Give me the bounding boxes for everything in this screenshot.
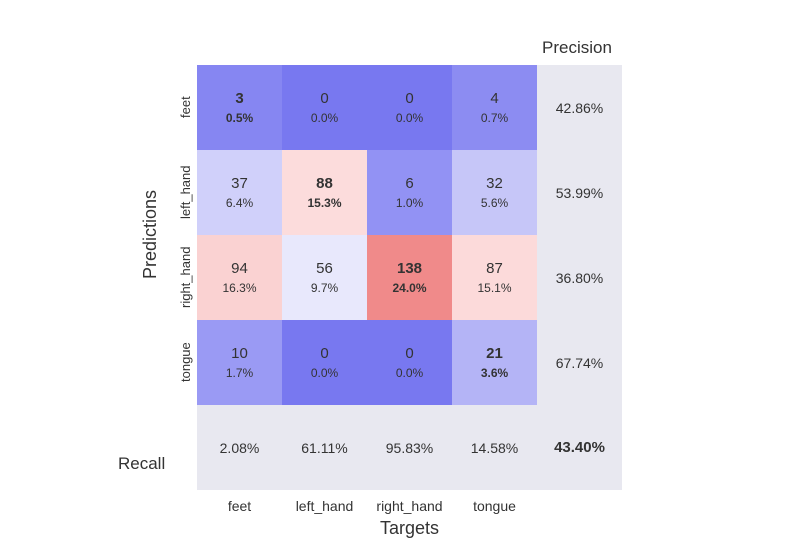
matrix-cell: 0 0.0% (282, 320, 367, 405)
recall-cell: 95.83% (367, 405, 452, 490)
recall-cell: 61.11% (282, 405, 367, 490)
cell-pct: 0.0% (311, 111, 338, 125)
cell-pct: 0.7% (481, 111, 508, 125)
cell-pct: 15.1% (477, 281, 511, 295)
cell-pct: 0.0% (311, 366, 338, 380)
matrix-cell: 87 15.1% (452, 235, 537, 320)
cell-count: 88 (316, 175, 333, 192)
accuracy-cell: 43.40% (537, 405, 622, 490)
precision-cell: 36.80% (537, 235, 622, 320)
cell-count: 32 (486, 175, 503, 192)
cell-pct: 24.0% (392, 281, 426, 295)
recall-cell: 14.58% (452, 405, 537, 490)
cell-count: 94 (231, 260, 248, 277)
col-label: left_hand (282, 498, 367, 514)
recall-title: Recall (118, 454, 165, 474)
x-axis-title: Targets (380, 518, 439, 539)
precision-cell: 67.74% (537, 320, 622, 405)
cell-pct: 0.5% (226, 111, 253, 125)
matrix-cell: 4 0.7% (452, 65, 537, 150)
cell-count: 6 (405, 175, 413, 192)
matrix-cell: 56 9.7% (282, 235, 367, 320)
precision-cell: 42.86% (537, 65, 622, 150)
cell-count: 3 (235, 90, 243, 107)
matrix-cell: 32 5.6% (452, 150, 537, 235)
precision-cell: 53.99% (537, 150, 622, 235)
col-label: right_hand (367, 498, 452, 514)
matrix-cell: 10 1.7% (197, 320, 282, 405)
matrix-cell: 138 24.0% (367, 235, 452, 320)
cell-count: 0 (405, 345, 413, 362)
matrix-cell: 88 15.3% (282, 150, 367, 235)
row-label: right_hand (178, 240, 193, 315)
matrix-cell: 0 0.0% (367, 65, 452, 150)
cell-pct: 0.0% (396, 366, 423, 380)
cell-pct: 9.7% (311, 281, 338, 295)
cell-count: 0 (320, 345, 328, 362)
col-label: tongue (452, 498, 537, 514)
matrix-cell: 6 1.0% (367, 150, 452, 235)
cell-pct: 5.6% (481, 196, 508, 210)
matrix-cell: 3 0.5% (197, 65, 282, 150)
matrix-cell: 94 16.3% (197, 235, 282, 320)
cell-count: 21 (486, 345, 503, 362)
matrix-cell: 37 6.4% (197, 150, 282, 235)
cell-pct: 16.3% (222, 281, 256, 295)
cell-count: 10 (231, 345, 248, 362)
cell-pct: 0.0% (396, 111, 423, 125)
cell-count: 87 (486, 260, 503, 277)
col-label: feet (197, 498, 282, 514)
cell-count: 0 (405, 90, 413, 107)
matrix-cell: 21 3.6% (452, 320, 537, 405)
row-label: feet (178, 70, 193, 145)
cell-pct: 15.3% (307, 196, 341, 210)
matrix-cell: 0 0.0% (282, 65, 367, 150)
row-label: left_hand (178, 155, 193, 230)
cell-pct: 3.6% (481, 366, 508, 380)
y-axis-title: Predictions (140, 190, 161, 279)
cell-count: 37 (231, 175, 248, 192)
row-label: tongue (178, 325, 193, 400)
precision-title: Precision (542, 38, 612, 58)
confusion-matrix: 3 0.5% 0 0.0% 0 0.0% 4 0.7% 42.86% 37 6.4% 88 15.3% 6… (197, 65, 622, 490)
cell-count: 0 (320, 90, 328, 107)
matrix-cell: 0 0.0% (367, 320, 452, 405)
cell-pct: 6.4% (226, 196, 253, 210)
cell-count: 56 (316, 260, 333, 277)
recall-cell: 2.08% (197, 405, 282, 490)
cell-count: 138 (397, 260, 422, 277)
cell-pct: 1.7% (226, 366, 253, 380)
cell-count: 4 (490, 90, 498, 107)
cell-pct: 1.0% (396, 196, 423, 210)
